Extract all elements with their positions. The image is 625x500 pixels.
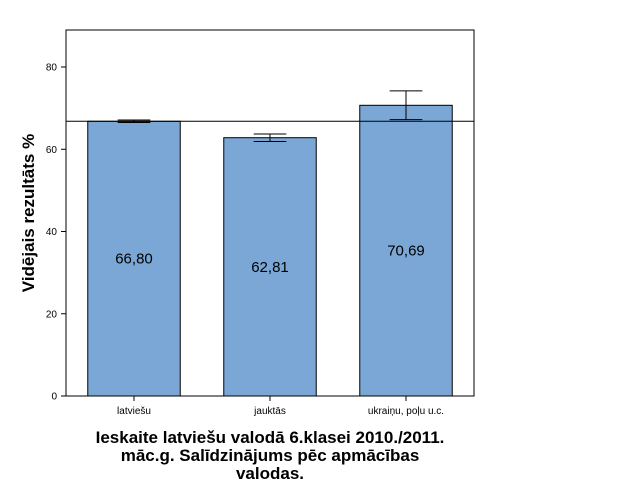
y-tick-label: 40 — [46, 227, 58, 238]
x-tick-label: jauktās — [253, 406, 286, 417]
data-label: 70,69 — [387, 243, 425, 260]
bars: 66,80 62,81 70,69 — [87, 90, 453, 397]
x-axis-title-line-1: Ieskaite latviešu valodā 6.klasei 2010./… — [95, 428, 445, 447]
x-axis-title: Ieskaite latviešu valodā 6.klasei 2010./… — [30, 429, 510, 483]
y-axis-title: Vidējais rezultāts % — [19, 134, 38, 292]
data-label: 62,81 — [251, 259, 289, 276]
y-tick-label: 80 — [46, 63, 58, 74]
x-axis: latviešu jauktās ukraiņu, poļu u.c. — [117, 396, 444, 417]
data-label: 66,80 — [115, 251, 153, 268]
x-tick-label: latviešu — [117, 406, 151, 417]
y-tick-label: 0 — [51, 392, 57, 403]
x-axis-title-line-3: valodas. — [235, 464, 305, 483]
y-tick-label: 20 — [46, 309, 58, 320]
y-tick-label: 60 — [46, 145, 58, 156]
bar — [359, 104, 453, 397]
bar — [223, 137, 317, 397]
y-axis: 0 20 40 60 80 — [46, 63, 66, 403]
x-axis-title-line-2: māc.g. Salīdzinājums pēc apmācības — [120, 446, 420, 465]
x-tick-label: ukraiņu, poļu u.c. — [368, 406, 444, 417]
